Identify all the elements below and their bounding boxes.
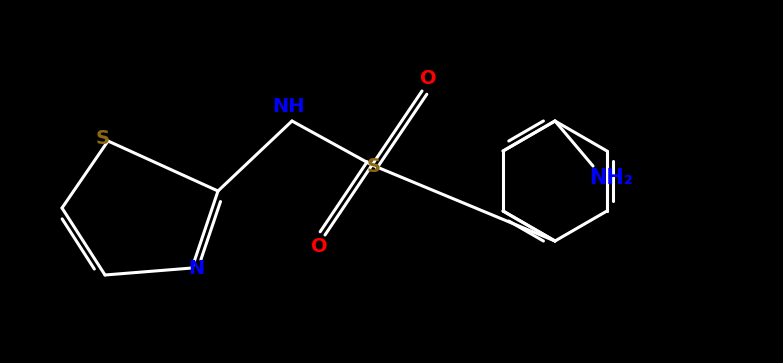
Text: S: S (96, 130, 110, 148)
Text: O: O (420, 69, 436, 89)
Text: S: S (367, 158, 381, 176)
Text: NH: NH (272, 98, 305, 117)
Text: NH₂: NH₂ (589, 168, 633, 188)
Text: O: O (311, 237, 327, 257)
Text: N: N (188, 258, 204, 277)
